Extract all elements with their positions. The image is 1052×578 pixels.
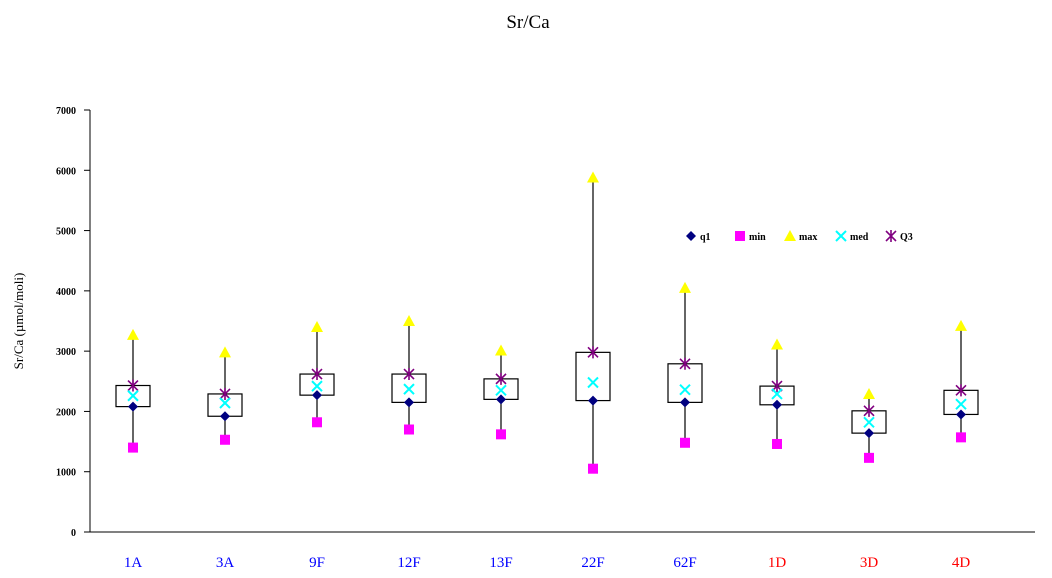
point-q1	[588, 395, 598, 406]
point-min	[496, 429, 506, 440]
x-tick-label: 1D	[768, 555, 787, 571]
point-max	[679, 281, 691, 293]
point-med	[587, 376, 599, 389]
point-Q3	[955, 384, 967, 397]
iqr-box	[575, 351, 611, 402]
point-Q3	[495, 372, 507, 385]
point-q1	[772, 399, 782, 410]
point-med	[403, 383, 415, 395]
point-med	[219, 397, 231, 409]
legend-marker-max	[784, 230, 796, 241]
point-q1	[404, 397, 414, 408]
point-med	[955, 398, 967, 410]
point-q1	[128, 401, 138, 412]
y-tick-label: 5000	[56, 227, 76, 238]
point-min	[680, 437, 690, 448]
legend-label: Q3	[900, 232, 913, 243]
legend-label: min	[749, 232, 766, 243]
point-med	[311, 380, 323, 392]
y-tick-label: 3000	[56, 347, 76, 358]
y-tick-label: 7000	[56, 106, 76, 117]
point-min	[956, 432, 966, 443]
axes: 0 1000 2000 3000 4000 5000 6000 7000 1A 3A 9F 12F 13…	[56, 106, 1035, 571]
point-max	[587, 171, 599, 183]
point-max	[127, 328, 139, 340]
x-tick-label: 3A	[216, 555, 235, 571]
point-Q3	[863, 404, 875, 417]
point-q1	[312, 390, 322, 401]
point-q1	[496, 394, 506, 405]
point-min	[864, 452, 874, 463]
x-tick-label: 22F	[581, 555, 604, 571]
legend-label: max	[799, 232, 817, 243]
iqr-box	[667, 363, 703, 403]
x-tick-label: 4D	[952, 555, 971, 571]
point-q1	[864, 428, 874, 439]
point-min	[404, 424, 414, 435]
point-q1	[956, 409, 966, 420]
point-Q3	[311, 368, 323, 381]
point-q1	[680, 397, 690, 408]
y-tick-label: 4000	[56, 287, 76, 298]
point-max	[771, 338, 783, 350]
x-tick-label: 1A	[124, 555, 143, 571]
point-med	[495, 384, 507, 397]
y-tick-label: 1000	[56, 468, 76, 479]
point-min	[772, 438, 782, 449]
legend-label: q1	[700, 232, 711, 243]
legend-marker-min	[735, 231, 745, 241]
point-Q3	[219, 387, 231, 400]
point-med	[771, 388, 783, 400]
chart-title: Sr/Ca	[506, 12, 550, 33]
legend-marker-med	[835, 230, 847, 242]
point-min	[312, 417, 322, 428]
x-tick-label: 12F	[397, 555, 420, 571]
x-tick-label: 62F	[673, 555, 696, 571]
point-max	[311, 321, 323, 333]
boxes	[115, 177, 979, 469]
point-max	[863, 387, 875, 399]
point-med	[679, 384, 691, 396]
legend-label: med	[850, 232, 869, 243]
point-Q3	[679, 357, 691, 370]
x-tick-label: 3D	[860, 555, 879, 571]
point-min	[128, 442, 138, 453]
point-min	[220, 434, 230, 445]
point-min	[588, 463, 598, 474]
point-max	[955, 319, 967, 331]
x-tick-label: 13F	[489, 555, 512, 571]
y-tick-label: 2000	[56, 407, 76, 418]
data-marks	[127, 171, 967, 474]
legend-marker-Q3	[885, 230, 897, 242]
point-Q3	[127, 379, 139, 392]
y-tick-label: 0	[71, 528, 76, 539]
point-med	[127, 390, 139, 402]
point-med	[863, 416, 875, 428]
legend-marker-q1	[686, 231, 696, 241]
point-max	[495, 344, 507, 356]
point-Q3	[403, 368, 415, 381]
point-Q3	[587, 346, 599, 359]
legend: q1 min max med Q3	[686, 230, 913, 243]
point-max	[403, 315, 415, 326]
y-axis-label: Sr/Ca (µmol/moli)	[11, 273, 26, 370]
point-q1	[220, 411, 230, 422]
x-tick-label: 9F	[309, 555, 325, 571]
point-max	[219, 346, 231, 358]
y-tick-label: 6000	[56, 166, 76, 177]
